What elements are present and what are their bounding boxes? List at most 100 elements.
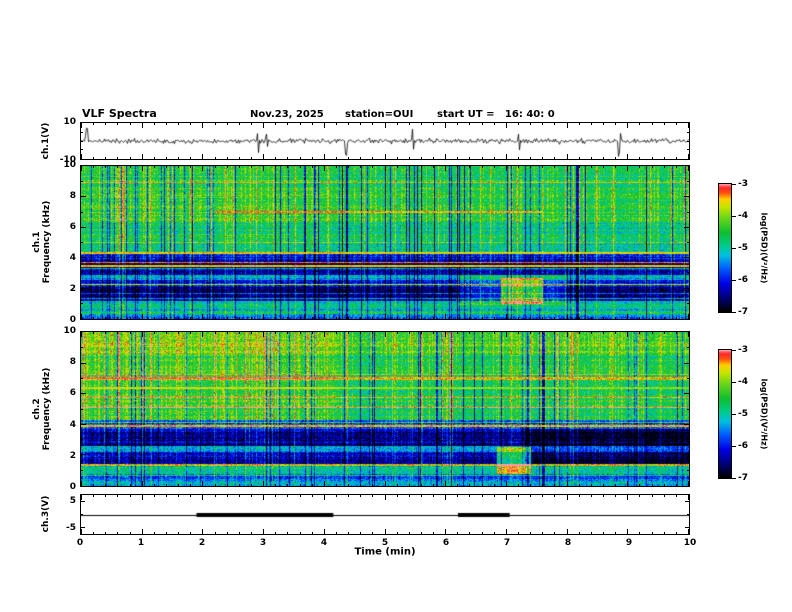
axis-tick <box>287 317 288 319</box>
axis-tick <box>336 332 337 334</box>
axis-tick <box>664 123 665 125</box>
axis-tick <box>202 154 203 159</box>
axis-tick <box>81 409 83 410</box>
axis-tick <box>409 484 410 486</box>
axis-tick <box>506 154 507 159</box>
x-tick-label: 7 <box>503 538 511 548</box>
ch2-spectrogram-panel <box>80 331 690 487</box>
axis-tick <box>81 166 82 171</box>
axis-tick <box>664 332 665 334</box>
axis-tick <box>684 196 689 197</box>
axis-tick <box>227 495 228 497</box>
axis-tick <box>445 481 446 486</box>
axis-tick <box>178 317 179 319</box>
axis-tick <box>518 157 519 159</box>
axis-tick <box>178 484 179 486</box>
axis-tick <box>166 332 167 334</box>
axis-tick <box>130 495 131 497</box>
axis-tick <box>469 317 470 319</box>
axis-tick <box>482 495 483 497</box>
axis-tick <box>494 166 495 168</box>
axis-tick <box>732 248 736 249</box>
axis-tick <box>93 484 94 486</box>
axis-tick <box>421 532 422 534</box>
axis-tick <box>554 484 555 486</box>
axis-tick <box>81 181 83 182</box>
axis-tick <box>627 481 628 486</box>
axis-tick <box>178 495 179 497</box>
axis-tick <box>324 332 325 337</box>
axis-tick <box>732 216 736 217</box>
axis-tick <box>684 257 689 258</box>
axis-tick <box>81 123 82 128</box>
x-tick-label: 0 <box>76 538 84 548</box>
axis-tick <box>324 529 325 534</box>
axis-tick <box>275 332 276 334</box>
axis-tick <box>542 484 543 486</box>
axis-tick <box>202 481 203 486</box>
axis-tick <box>469 332 470 334</box>
axis-tick <box>312 495 313 497</box>
ch1-label: ch.1 <box>32 231 42 253</box>
axis-tick <box>215 166 216 168</box>
axis-tick <box>190 495 191 497</box>
axis-tick <box>542 123 543 125</box>
axis-tick <box>105 332 106 334</box>
axis-tick <box>372 495 373 497</box>
axis-tick <box>154 123 155 125</box>
axis-tick <box>421 157 422 159</box>
axis-tick <box>81 227 86 228</box>
colorbar-ch1-canvas <box>719 184 731 312</box>
axis-tick <box>732 350 736 351</box>
axis-tick <box>372 484 373 486</box>
axis-tick <box>684 393 689 394</box>
axis-tick <box>81 470 83 471</box>
axis-tick <box>615 495 616 497</box>
colorbar2-label: log(PSD)(V²/Hz) <box>759 378 769 450</box>
axis-tick <box>603 495 604 497</box>
colorbar-tick-label: -5 <box>738 409 748 419</box>
axis-tick <box>239 495 240 497</box>
axis-tick <box>732 382 736 383</box>
axis-tick <box>687 272 689 273</box>
axis-tick <box>275 495 276 497</box>
colorbar-tick-label: -4 <box>738 211 748 221</box>
axis-tick <box>603 332 604 334</box>
axis-tick <box>732 184 736 185</box>
axis-tick <box>652 317 653 319</box>
axis-tick <box>385 481 386 486</box>
axis-tick <box>178 157 179 159</box>
axis-tick <box>81 501 85 502</box>
axis-tick <box>688 166 689 171</box>
ch1-voltage-axis-label: ch.1(V) <box>41 122 51 160</box>
y-tick-label: 4 <box>69 253 76 263</box>
axis-tick <box>178 332 179 334</box>
axis-tick <box>312 166 313 168</box>
axis-tick <box>603 484 604 486</box>
axis-tick <box>312 484 313 486</box>
axis-tick <box>263 154 264 159</box>
axis-tick <box>445 154 446 159</box>
time-axis-label: Time (min) <box>354 546 416 558</box>
axis-tick <box>684 424 689 425</box>
axis-tick <box>300 484 301 486</box>
axis-tick <box>263 481 264 486</box>
axis-tick <box>567 154 568 159</box>
x-tick-label: 2 <box>198 538 206 548</box>
axis-tick <box>685 527 689 528</box>
colorbar-tick-label: -3 <box>738 179 748 189</box>
axis-tick <box>397 484 398 486</box>
axis-tick <box>215 332 216 334</box>
axis-tick <box>372 532 373 534</box>
axis-tick <box>652 166 653 168</box>
axis-tick <box>579 484 580 486</box>
axis-tick <box>239 166 240 168</box>
axis-tick <box>687 132 689 133</box>
axis-tick <box>81 132 83 133</box>
axis-tick <box>324 166 325 171</box>
axis-tick <box>312 317 313 319</box>
axis-tick <box>348 123 349 125</box>
axis-tick <box>687 141 689 142</box>
axis-tick <box>457 532 458 534</box>
axis-tick <box>105 317 106 319</box>
